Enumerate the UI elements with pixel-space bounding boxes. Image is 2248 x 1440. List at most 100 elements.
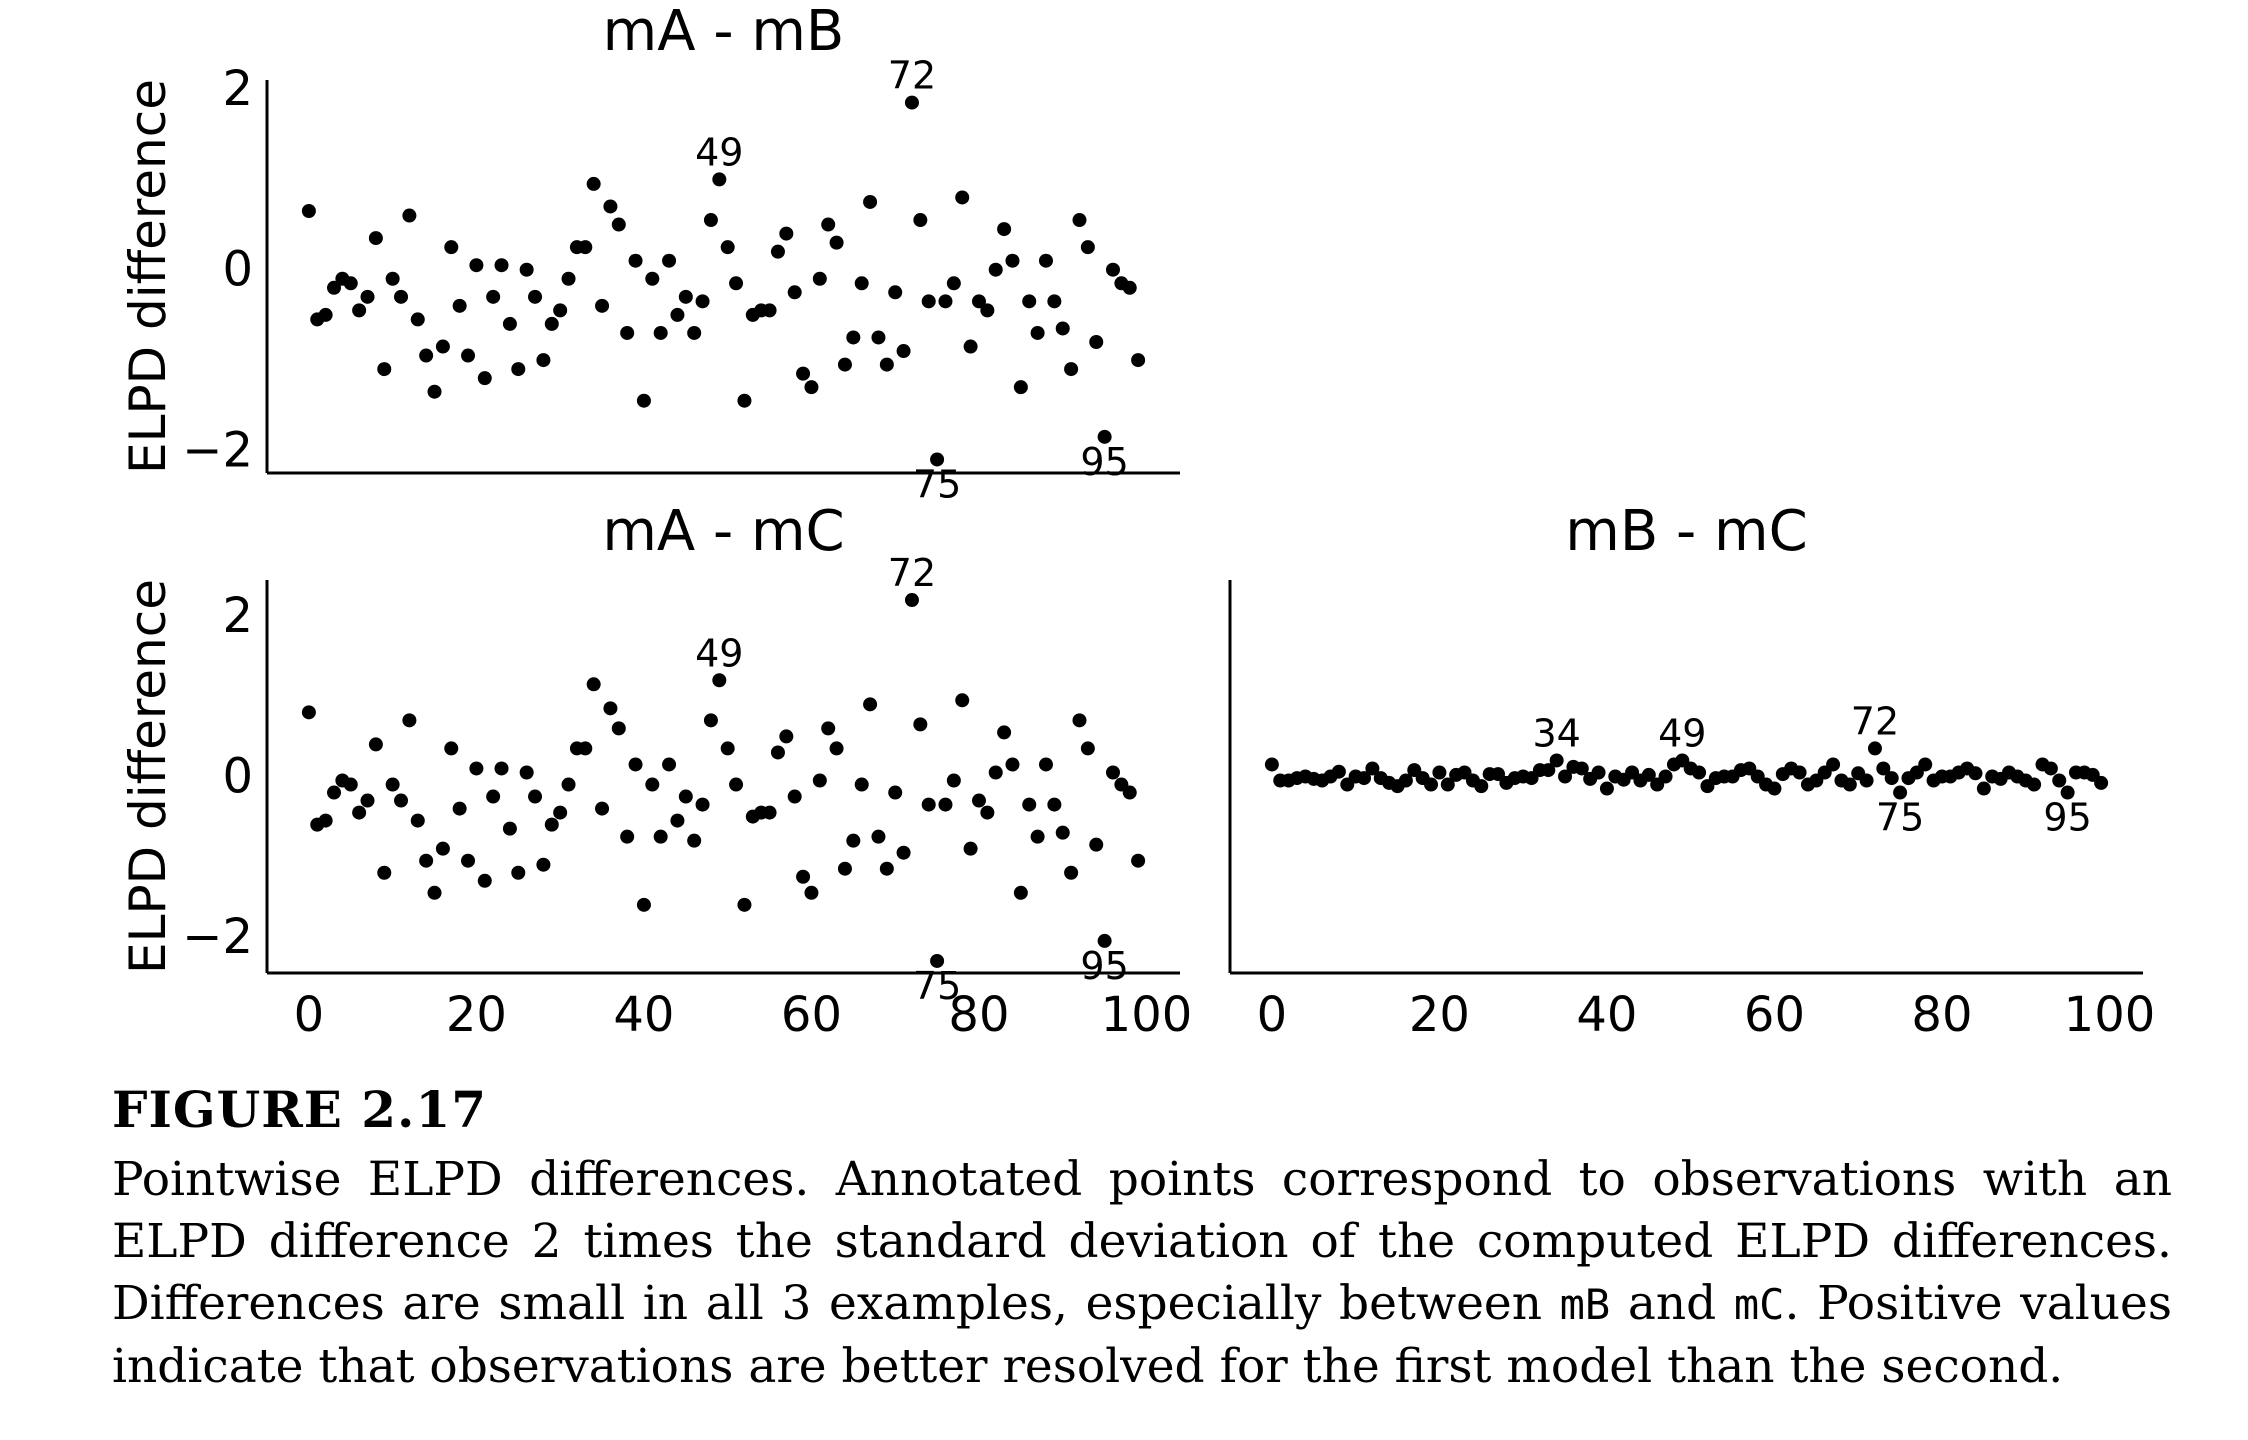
data-point xyxy=(963,339,978,354)
data-point xyxy=(620,829,635,844)
data-point xyxy=(536,353,551,368)
data-point xyxy=(553,303,568,318)
data-point xyxy=(1976,781,1991,796)
panel-title: mB - mC xyxy=(1565,499,1807,564)
y-tick-label: 2 xyxy=(222,61,253,117)
data-point xyxy=(712,172,727,187)
data-point xyxy=(1022,294,1037,309)
data-point xyxy=(1097,429,1112,444)
data-point xyxy=(1826,757,1841,772)
data-point xyxy=(913,717,928,732)
data-point xyxy=(544,817,559,832)
data-point xyxy=(812,271,827,286)
data-point xyxy=(519,765,534,780)
data-point xyxy=(829,235,844,250)
data-point xyxy=(511,865,526,880)
data-point xyxy=(603,701,618,716)
data-point xyxy=(1365,761,1380,776)
data-point xyxy=(477,371,492,386)
data-point xyxy=(821,217,836,232)
data-point xyxy=(703,713,718,728)
data-point xyxy=(435,339,450,354)
data-point xyxy=(846,330,861,345)
data-point xyxy=(687,325,702,340)
data-point xyxy=(452,298,467,313)
data-point xyxy=(402,208,417,223)
data-point xyxy=(1867,741,1882,756)
data-point xyxy=(628,757,643,772)
data-point xyxy=(955,190,970,205)
data-point xyxy=(561,777,576,792)
data-point xyxy=(1574,761,1589,776)
data-point xyxy=(904,95,919,110)
data-point xyxy=(595,298,610,313)
point-annotation: 72 xyxy=(888,551,936,595)
data-point xyxy=(1398,773,1413,788)
data-point xyxy=(1591,765,1606,780)
data-point xyxy=(1005,757,1020,772)
data-point xyxy=(636,393,651,408)
data-point xyxy=(1097,933,1112,948)
data-point xyxy=(536,857,551,872)
caption-text-1: Pointwise ELPD differences. Annotated po… xyxy=(112,1152,2172,1331)
data-point xyxy=(762,303,777,318)
data-point xyxy=(1641,767,1656,782)
data-point xyxy=(553,805,568,820)
data-point xyxy=(603,199,618,214)
figure-caption-block: FIGURE 2.17 Pointwise ELPD differences. … xyxy=(112,1080,2172,1398)
x-tick-label: 0 xyxy=(294,987,325,1043)
data-point xyxy=(502,821,517,836)
data-point xyxy=(1474,779,1489,794)
figure-caption: Pointwise ELPD differences. Annotated po… xyxy=(112,1149,2172,1398)
data-point xyxy=(435,841,450,856)
data-point xyxy=(368,231,383,246)
data-point xyxy=(1792,765,1807,780)
data-point xyxy=(586,176,601,191)
x-tick-label: 60 xyxy=(1744,987,1805,1043)
data-point xyxy=(662,757,677,772)
data-point xyxy=(427,885,442,900)
data-point xyxy=(695,294,710,309)
data-point xyxy=(871,829,886,844)
data-point xyxy=(620,325,635,340)
data-point xyxy=(1331,764,1346,779)
data-point xyxy=(343,777,358,792)
point-annotation: 75 xyxy=(913,462,961,506)
figure-label: FIGURE 2.17 xyxy=(112,1080,488,1139)
data-point xyxy=(837,357,852,372)
data-point xyxy=(595,801,610,816)
data-point xyxy=(1264,757,1279,772)
data-point xyxy=(997,222,1012,237)
data-point xyxy=(804,885,819,900)
data-point xyxy=(318,307,333,322)
data-point xyxy=(980,303,995,318)
data-point xyxy=(327,785,342,800)
data-point xyxy=(419,853,434,868)
point-annotation: 75 xyxy=(913,964,961,1008)
data-point xyxy=(770,244,785,259)
data-point xyxy=(1859,773,1874,788)
data-point xyxy=(1038,253,1053,268)
data-point xyxy=(377,865,392,880)
data-point xyxy=(712,673,727,688)
y-axis-label: ELPD difference xyxy=(119,579,177,974)
data-point xyxy=(670,813,685,828)
data-point xyxy=(1131,353,1146,368)
data-point xyxy=(1055,321,1070,336)
data-point xyxy=(2060,785,2075,800)
data-point xyxy=(678,789,693,804)
data-point xyxy=(653,325,668,340)
x-tick-label: 40 xyxy=(1576,987,1637,1043)
data-point xyxy=(402,713,417,728)
data-point xyxy=(888,285,903,300)
data-point xyxy=(1692,765,1707,780)
data-point xyxy=(980,805,995,820)
data-point xyxy=(2052,773,2067,788)
data-point xyxy=(1089,837,1104,852)
data-point xyxy=(494,761,509,776)
data-point xyxy=(469,258,484,273)
data-point xyxy=(318,813,333,828)
data-point xyxy=(385,271,400,286)
data-point xyxy=(737,897,752,912)
